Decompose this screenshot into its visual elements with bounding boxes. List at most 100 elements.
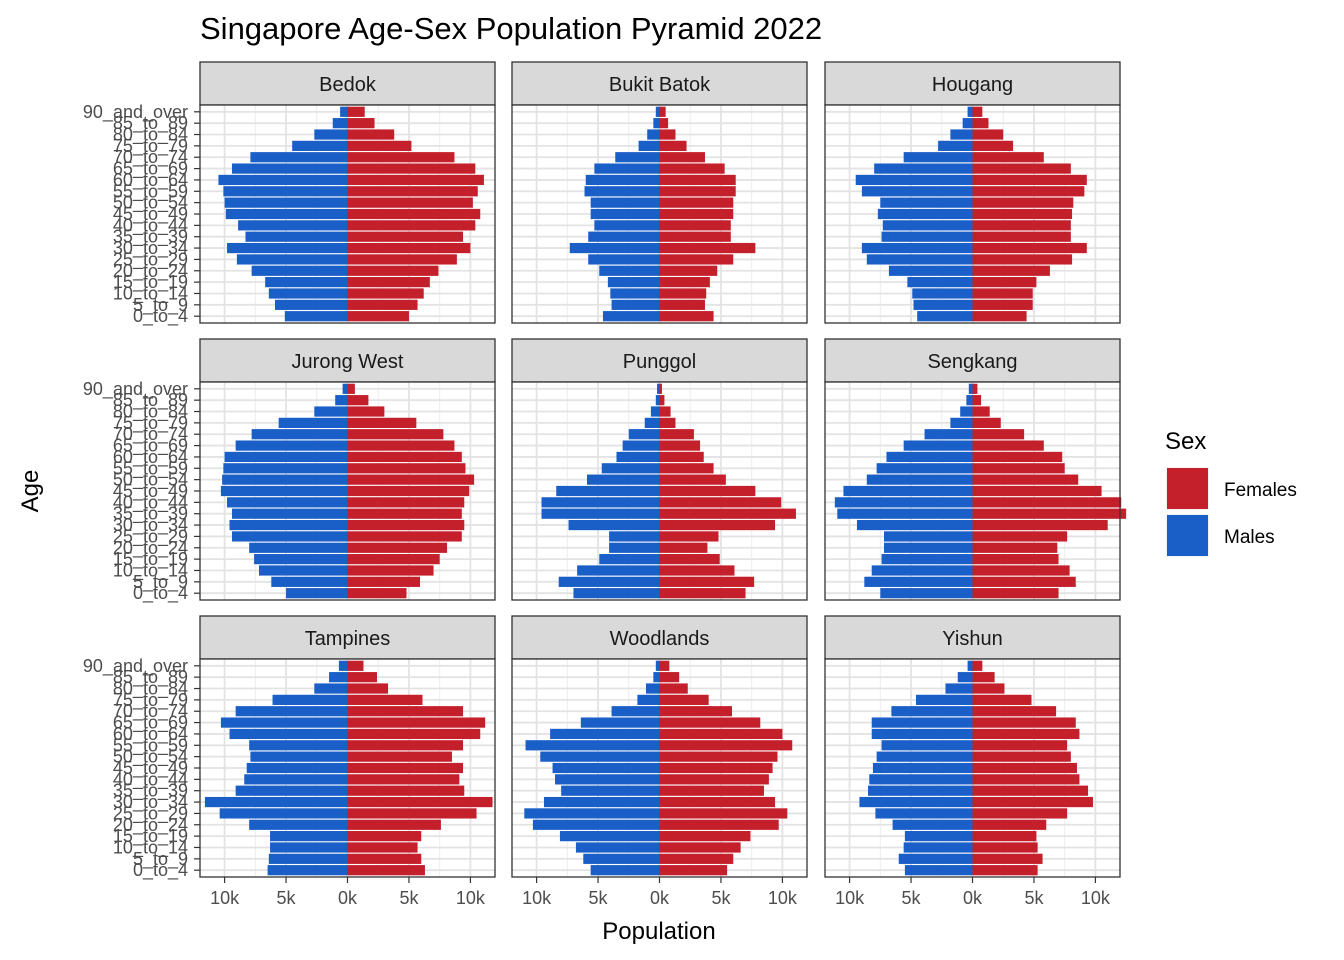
bar-females-40_to_44 (659, 497, 782, 508)
bar-females-35_to_39 (972, 508, 1127, 519)
bar-males-60_to_64 (218, 174, 348, 186)
bar-males-65_to_69 (231, 163, 348, 174)
bar-females-5_to_9 (659, 853, 734, 864)
bar-males-90_and_over (338, 660, 348, 671)
bar-males-50_to_54 (222, 474, 348, 485)
bar-females-10_to_14 (972, 288, 1033, 299)
bar-females-70_to_74 (972, 152, 1044, 163)
bar-males-80_to_84 (945, 683, 973, 694)
bar-males-55_to_59 (601, 463, 660, 474)
bar-females-70_to_74 (347, 706, 464, 717)
bar-males-75_to_79 (938, 140, 973, 151)
bar-males-65_to_69 (220, 717, 348, 728)
bar-females-65_to_69 (347, 440, 455, 451)
bar-males-90_and_over (657, 383, 660, 394)
bar-males-5_to_9 (268, 853, 348, 864)
bar-females-15_to_19 (347, 277, 430, 288)
facet-strip (824, 615, 1121, 660)
bar-females-50_to_54 (347, 751, 452, 762)
bar-males-25_to_29 (219, 808, 348, 819)
bar-males-60_to_64 (550, 728, 660, 740)
bar-females-25_to_29 (347, 531, 462, 542)
bar-females-0_to_4 (972, 588, 1059, 599)
y-tick-label: 0_to_4 (133, 583, 188, 604)
bar-females-15_to_19 (347, 831, 422, 842)
bar-females-40_to_44 (659, 774, 769, 785)
bar-males-50_to_54 (876, 751, 973, 762)
y-tick-label: 60_to_64 (113, 724, 188, 745)
bar-females-60_to_64 (972, 728, 1080, 740)
x-tick-label: 0k (338, 888, 358, 908)
bar-females-25_to_29 (347, 254, 457, 265)
bar-females-40_to_44 (347, 497, 465, 508)
bar-males-0_to_4 (284, 311, 348, 322)
bar-males-65_to_69 (580, 717, 660, 728)
y-tick-label: 15_to_19 (113, 549, 188, 570)
bar-females-40_to_44 (972, 220, 1071, 231)
bar-females-40_to_44 (659, 220, 731, 231)
panel-border (824, 381, 1121, 601)
y-tick-label: 40_to_44 (113, 215, 188, 236)
bar-females-45_to_49 (659, 485, 756, 497)
bar-males-45_to_49 (556, 485, 660, 497)
bar-males-30_to_34 (856, 519, 973, 531)
bar-females-65_to_69 (347, 717, 486, 728)
bar-females-35_to_39 (659, 508, 796, 519)
bar-females-55_to_59 (347, 740, 464, 751)
y-tick-label: 70_to_74 (113, 147, 188, 168)
bar-females-75_to_79 (972, 140, 1014, 151)
bar-males-20_to_24 (532, 819, 660, 830)
bar-males-35_to_39 (231, 508, 348, 519)
bar-males-65_to_69 (594, 163, 660, 174)
bar-males-20_to_24 (599, 265, 660, 276)
facet-strip-label: Bedok (319, 74, 377, 96)
bar-females-20_to_24 (347, 819, 441, 830)
bar-males-25_to_29 (236, 254, 348, 265)
bar-males-10_to_14 (270, 842, 348, 853)
y-tick-label: 20_to_24 (113, 815, 188, 836)
bar-females-50_to_54 (659, 751, 778, 762)
bar-males-0_to_4 (917, 311, 973, 322)
x-axis-title: Population (602, 918, 715, 945)
bar-females-45_to_49 (347, 208, 481, 220)
bar-males-50_to_54 (590, 197, 660, 208)
bar-males-70_to_74 (250, 152, 348, 163)
facet-bukit-batok: Bukit Batok (511, 61, 808, 324)
bar-females-50_to_54 (972, 474, 1079, 485)
bar-males-40_to_44 (555, 774, 660, 785)
x-tick-label: 10k (210, 888, 240, 908)
bar-males-90_and_over (340, 106, 348, 117)
bar-females-85_to_89 (972, 118, 989, 129)
bar-females-0_to_4 (347, 865, 425, 876)
bar-females-85_to_89 (972, 672, 995, 683)
bar-males-10_to_14 (903, 842, 973, 853)
bar-males-0_to_4 (267, 865, 348, 876)
bar-females-75_to_79 (659, 140, 687, 151)
bar-females-90_and_over (659, 383, 662, 394)
bar-females-80_to_84 (659, 683, 688, 694)
bar-females-90_and_over (659, 106, 666, 117)
bar-males-55_to_59 (525, 740, 660, 751)
bar-males-20_to_24 (888, 265, 973, 276)
bar-males-85_to_89 (653, 672, 660, 683)
y-tick-label: 65_to_69 (113, 436, 188, 457)
bar-females-45_to_49 (347, 762, 464, 774)
bar-females-40_to_44 (347, 774, 460, 785)
bar-males-90_and_over (655, 660, 660, 671)
y-tick-label: 10_to_14 (113, 837, 188, 858)
bar-males-65_to_69 (903, 440, 973, 451)
y-tick-label: 60_to_64 (113, 447, 188, 468)
bar-males-20_to_24 (892, 819, 973, 830)
x-tick-label: 10k (768, 888, 798, 908)
bar-males-35_to_39 (541, 508, 660, 519)
bar-males-40_to_44 (594, 220, 660, 231)
y-tick-label: 50_to_54 (113, 193, 188, 214)
bar-males-55_to_59 (861, 186, 973, 197)
y-tick-label: 45_to_49 (113, 204, 188, 225)
bar-males-30_to_34 (859, 796, 973, 808)
bar-females-5_to_9 (972, 576, 1076, 587)
bar-females-20_to_24 (347, 265, 439, 276)
bar-males-5_to_9 (583, 853, 660, 864)
bar-females-60_to_64 (659, 728, 783, 740)
y-tick-label: 25_to_29 (113, 526, 188, 547)
